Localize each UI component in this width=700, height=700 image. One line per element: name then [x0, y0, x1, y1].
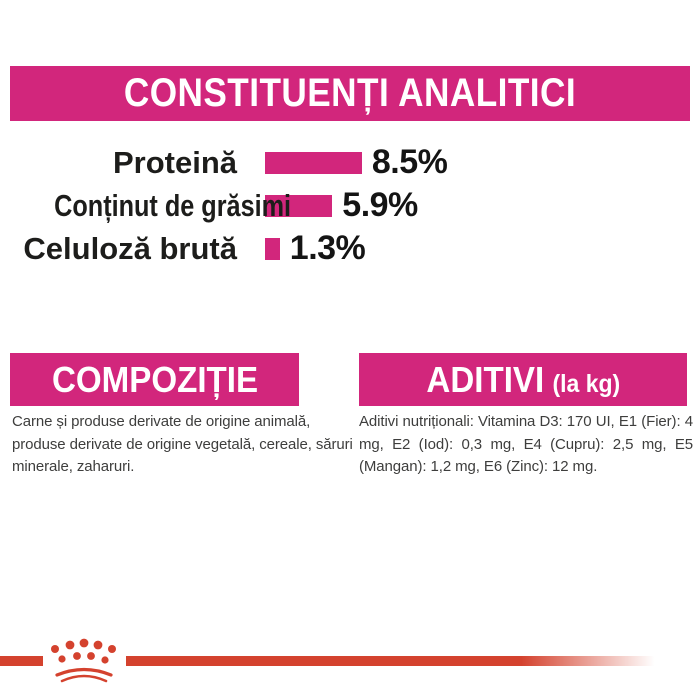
analytical-bar [265, 151, 362, 174]
analytical-bar [265, 194, 333, 217]
analytical-label: Celuloză brută [23, 230, 237, 266]
analytical-bar [265, 237, 280, 260]
analytical-row: Celuloză brută 1.3% [0, 227, 700, 270]
brand-rule-right [126, 656, 660, 666]
brand-rule-left [0, 656, 43, 666]
additives-title: ADITIVI [426, 358, 544, 400]
composition-body: Carne și produse derivate de origine ani… [12, 413, 353, 475]
analytical-value: 8.5% [371, 143, 448, 181]
analytical-constituents-title: CONSTITUENȚI ANALITICI [123, 71, 577, 115]
additives-banner: ADITIVI (la kg) [359, 353, 687, 406]
composition-title-wrap: COMPOZIȚIE [51, 359, 257, 401]
composition-title: COMPOZIȚIE [51, 358, 258, 400]
analytical-label: Conținut de grăsimi [54, 187, 292, 223]
additives-title-wrap: ADITIVI (la kg) [426, 359, 620, 401]
analytical-label: Proteină [112, 144, 237, 180]
royal-canin-crown-icon [51, 638, 116, 683]
analytical-value: 1.3% [289, 229, 366, 267]
analytical-row: Proteină 8.5% [0, 141, 700, 184]
analytical-constituents-banner: CONSTITUENȚI ANALITICI [10, 66, 690, 121]
analytical-row: Conținut de grăsimi 5.9% [0, 184, 700, 227]
analytical-rows: Proteină 8.5% Conținut de grăsimi 5.9% Celul… [0, 141, 700, 270]
analytical-value: 5.9% [342, 186, 418, 224]
composition-banner: COMPOZIȚIE [10, 353, 299, 406]
additives-title-suffix: (la kg) [552, 369, 620, 398]
additives-body: Aditivi nutriționali: Vitamina D3: 170 U… [359, 413, 693, 475]
